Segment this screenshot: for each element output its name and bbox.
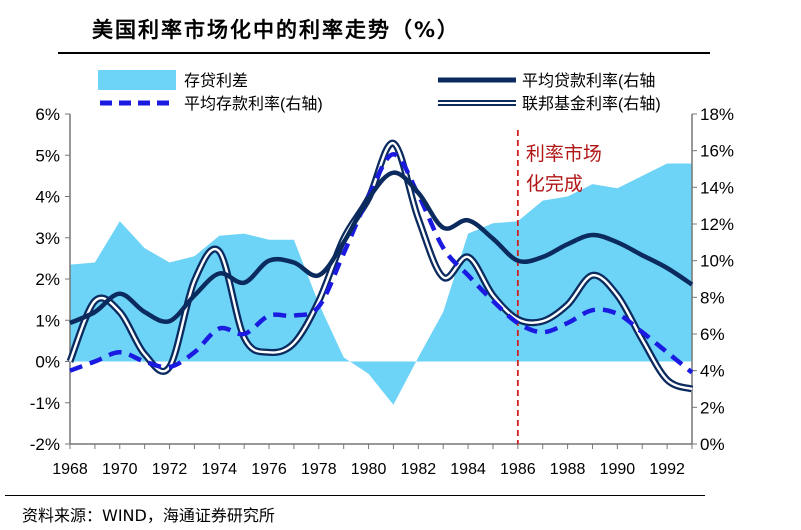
right-axis-tick-label: 18%: [700, 105, 734, 124]
left-axis-tick-label: 6%: [35, 105, 60, 124]
legend-label-lending: 平均贷款利率(右轴: [522, 72, 655, 90]
right-axis-tick-label: 10%: [700, 252, 734, 271]
right-axis-tick-label: 0%: [700, 435, 725, 454]
left-axis-tick-label: 2%: [35, 270, 60, 289]
x-axis-tick-label: 1992: [649, 461, 685, 478]
x-axis-tick-label: 1984: [450, 461, 486, 478]
legend-swatch-spread: [98, 70, 176, 90]
right-axis-tick-label: 16%: [700, 142, 734, 161]
x-axis-tick-label: 1972: [152, 461, 188, 478]
chart-legend: 存贷利差 平均贷款利率(右轴 平均存款利率(右轴) 联邦基金利率(右轴): [98, 70, 661, 113]
legend-label-fed: 联邦基金利率(右轴): [522, 95, 661, 113]
series-deposit-line: [69, 152, 694, 375]
x-axis-tick-label: 1968: [52, 461, 88, 478]
left-axis-tick-label: -1%: [30, 394, 60, 413]
right-axis-tick-label: 2%: [700, 398, 725, 417]
x-axis-tick-label: 1978: [301, 461, 337, 478]
x-axis-tick-label: 1990: [600, 461, 636, 478]
legend-label-deposit: 平均存款利率(右轴): [184, 95, 323, 113]
page-title: 美国利率市场化中的利率走势（%）: [92, 18, 461, 42]
series-spread-area: [70, 163, 692, 405]
left-axis-tick-label: 1%: [35, 311, 60, 330]
left-axis-tick-label: 5%: [35, 146, 60, 165]
x-axis-tick-label: 1980: [351, 461, 387, 478]
source-note: 资料来源：WIND，海通证券研究所: [22, 506, 275, 525]
source-divider: [5, 495, 705, 496]
right-axis-tick-label: 14%: [700, 178, 734, 197]
x-axis-tick-label: 1982: [401, 461, 437, 478]
interest-rate-chart: 存贷利差 平均贷款利率(右轴 平均存款利率(右轴) 联邦基金利率(右轴) -2%…: [30, 70, 734, 478]
series-lending-line: [69, 170, 694, 326]
right-axis-tick-label: 4%: [700, 362, 725, 381]
x-axis-tick-label: 1970: [102, 461, 138, 478]
right-axis-tick-label: 6%: [700, 325, 725, 344]
left-axis-tick-label: -2%: [30, 435, 60, 454]
left-axis-tick-label: 3%: [35, 229, 60, 248]
left-axis-tick-label: 4%: [35, 188, 60, 207]
x-axis-tick-label: 1974: [201, 461, 237, 478]
legend-label-spread: 存贷利差: [184, 72, 248, 90]
x-axis-tick-label: 1986: [500, 461, 536, 478]
x-axis-tick-label: 1976: [251, 461, 287, 478]
left-axis-tick-label: 0%: [35, 353, 60, 372]
title-underline: [58, 52, 710, 54]
marker-annotation-line: 利率市场: [526, 143, 602, 165]
marker-annotation-line: 化完成: [526, 173, 583, 195]
right-axis-tick-label: 8%: [700, 288, 725, 307]
right-axis-tick-label: 12%: [700, 215, 734, 234]
x-axis-tick-label: 1988: [550, 461, 586, 478]
